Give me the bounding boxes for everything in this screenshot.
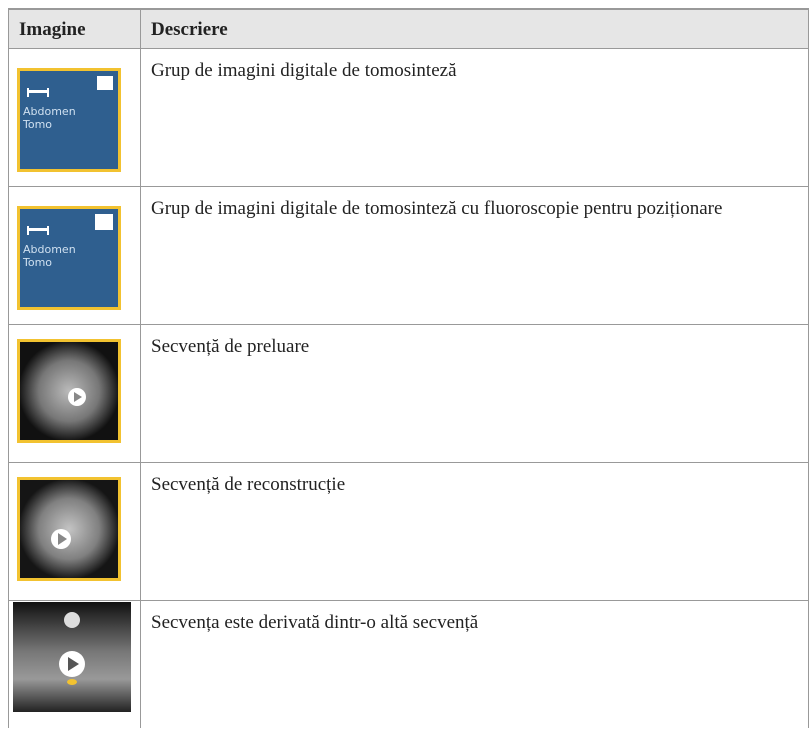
header-cell: Descriere: [151, 19, 228, 40]
thumbnail: [17, 339, 121, 443]
thumbnail-label: Abdomen: [23, 105, 76, 118]
table-row: Secvență de reconstrucție: [9, 462, 808, 601]
description: Grup de imagini digitale de tomosinteză …: [151, 198, 723, 219]
description: Grup de imagini digitale de tomosinteză: [151, 60, 457, 81]
thumbnail: [13, 602, 131, 712]
table-row: Secvență de preluare: [9, 324, 808, 463]
thumbnail: [17, 477, 121, 581]
thumbnail: Abdomen Tomo: [17, 206, 121, 310]
table-row: Secvența este derivată dintr-o altă secv…: [9, 600, 808, 730]
description: Secvență de preluare: [151, 336, 310, 357]
thumbnail: Abdomen Tomo: [17, 68, 121, 172]
thumbnail-label: Tomo: [22, 256, 52, 269]
table-row: Abdomen Tomo Grup de imagini digitale de…: [9, 48, 808, 187]
column-divider: [140, 10, 141, 728]
header-cell: Imagine: [19, 19, 86, 40]
description: Secvență de reconstrucție: [151, 474, 346, 495]
table-header: Imagine Descriere: [9, 10, 808, 49]
table-row: Abdomen Tomo Grup de imagini digitale de…: [9, 186, 808, 325]
description: Secvența este derivată dintr-o altă secv…: [151, 612, 479, 633]
thumbnail-label: Abdomen: [23, 243, 76, 256]
thumbnail-label: Tomo: [22, 118, 52, 131]
table: Imagine Descriere Abdomen Tomo Grup de i…: [8, 8, 809, 728]
